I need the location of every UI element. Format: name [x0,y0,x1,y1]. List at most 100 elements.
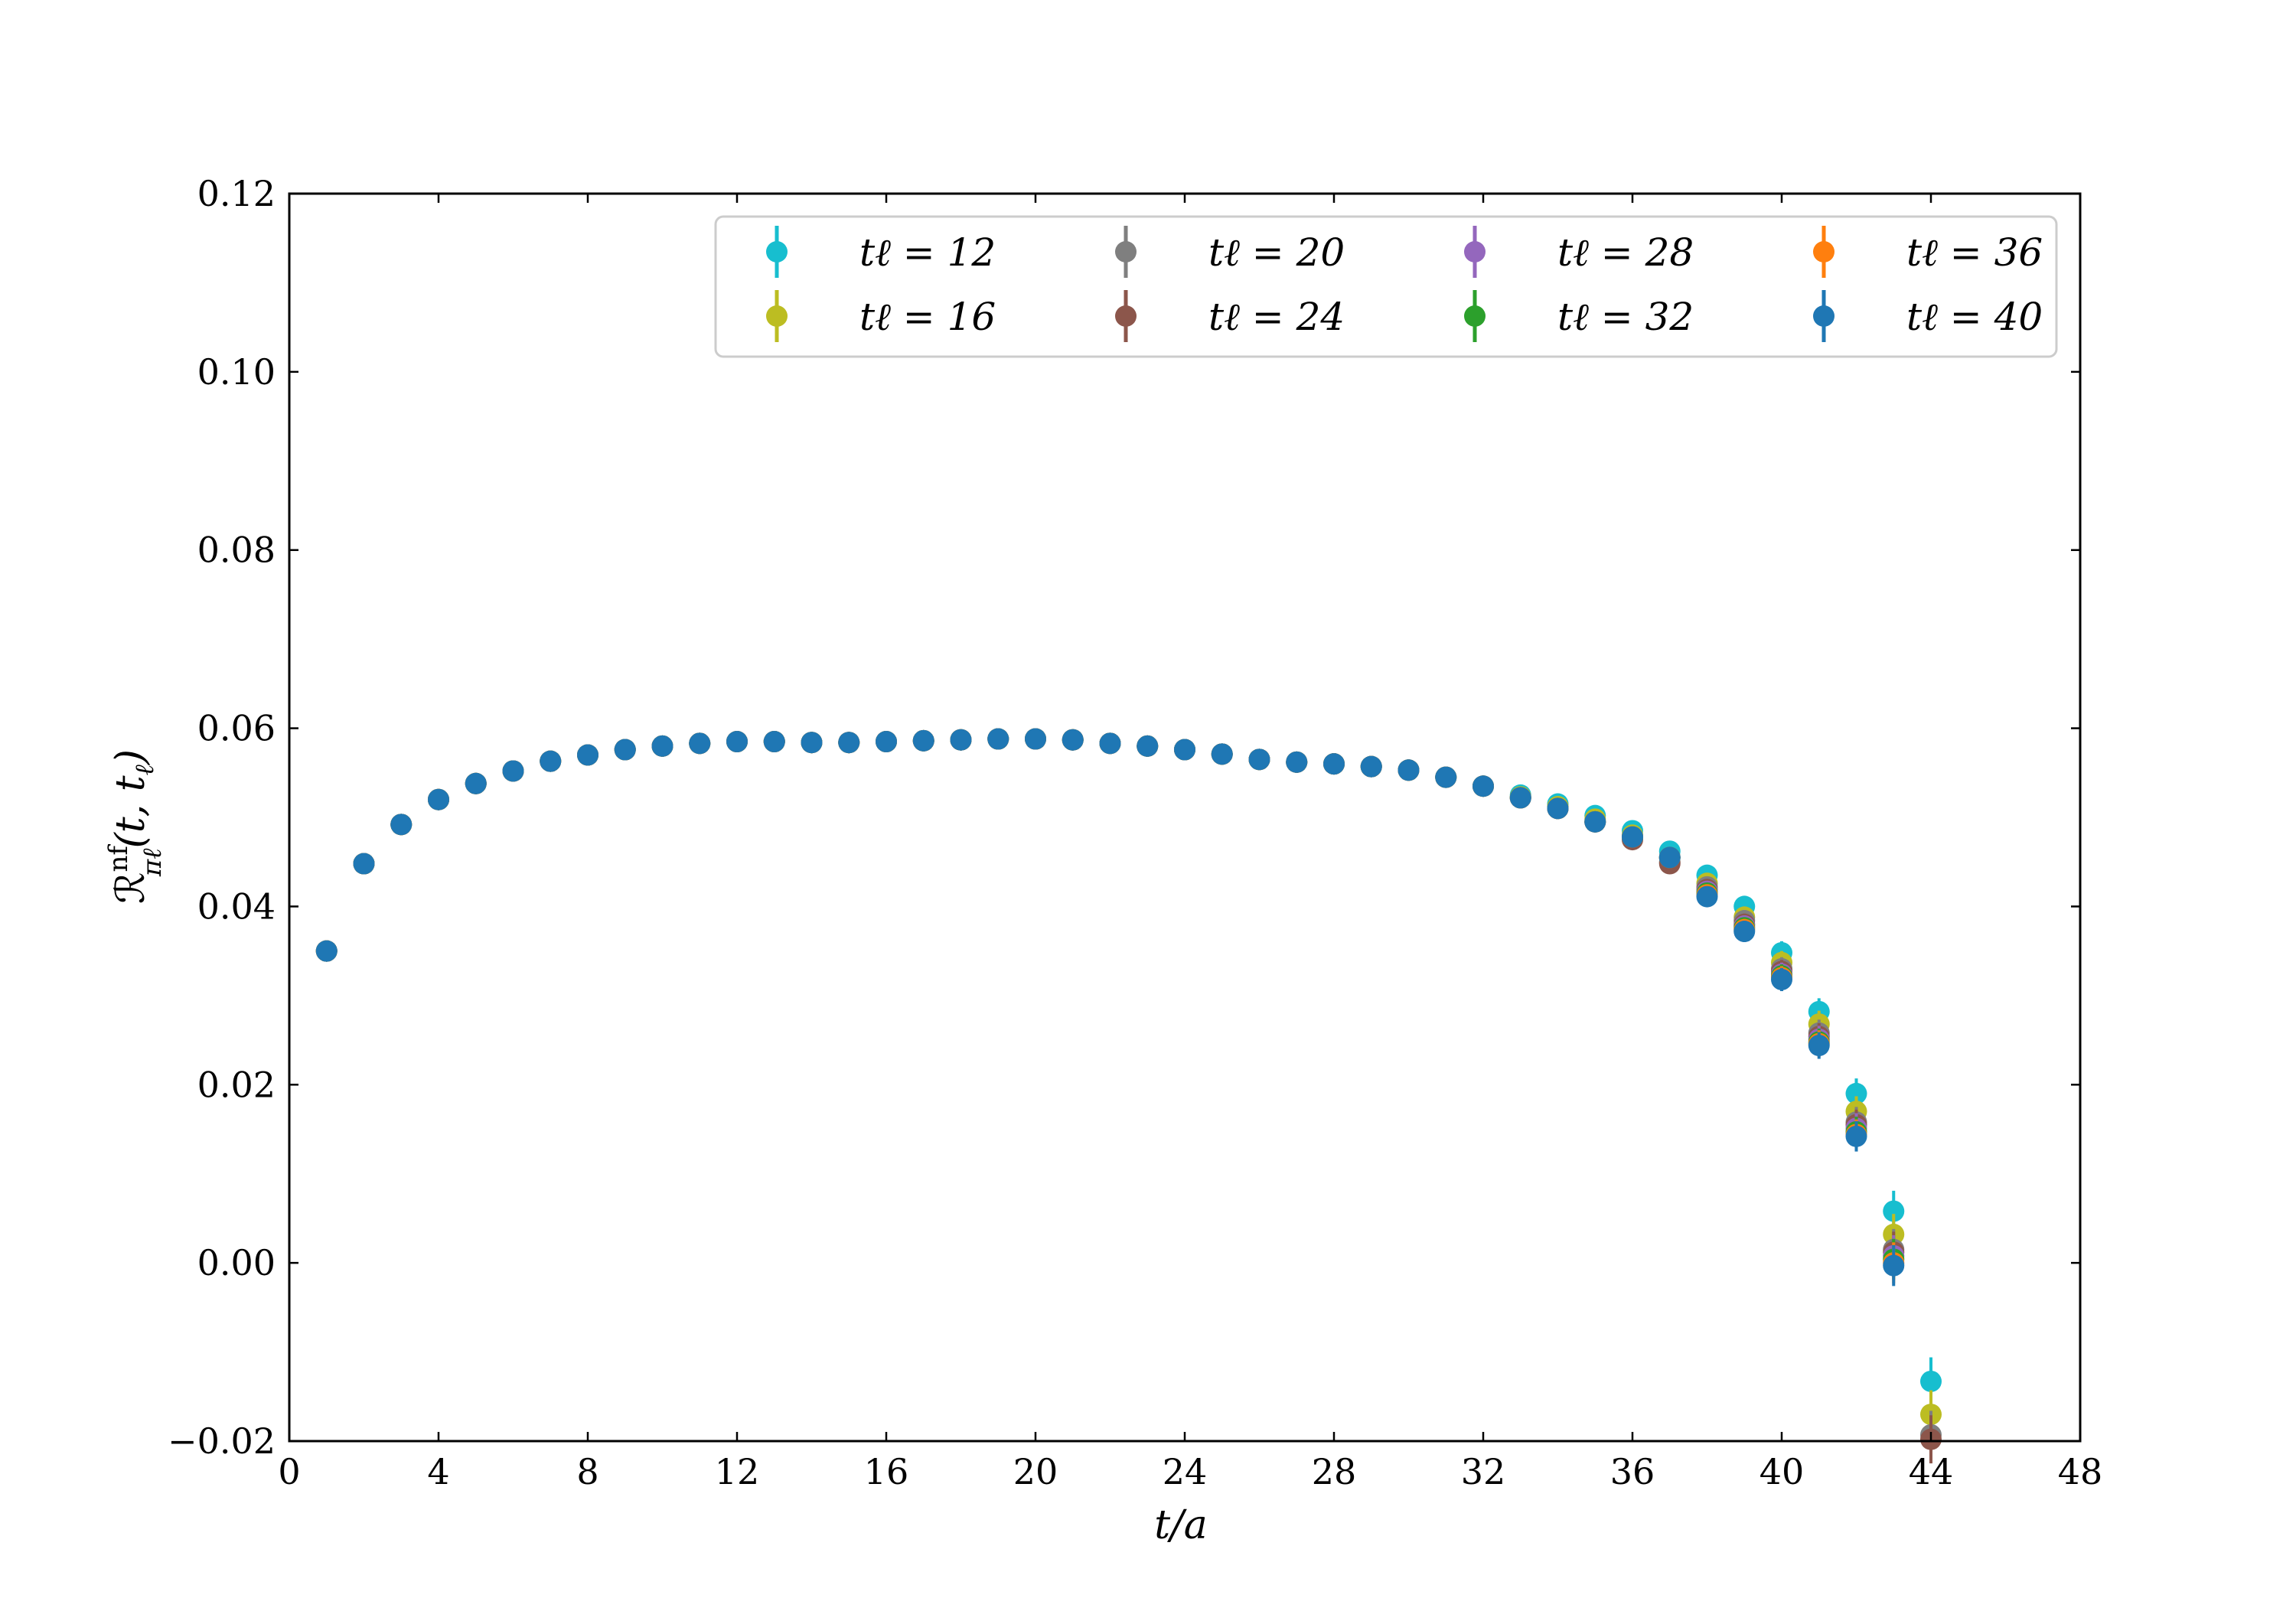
x-tick-label: 16 [864,1451,909,1492]
data-point [1808,1035,1830,1057]
legend-entry: tℓ = 12 [766,226,996,278]
legend-marker [1813,305,1835,327]
data-point [1099,732,1121,755]
legend-entry: tℓ = 40 [1813,290,2043,342]
data-point [1584,810,1606,833]
legend-entry: tℓ = 20 [1115,226,1345,278]
legend-marker [1464,305,1486,327]
x-tick-label: 32 [1461,1451,1506,1492]
data-point [1473,775,1494,797]
data-point [1025,728,1046,750]
data-point [1062,729,1084,751]
legend-entry: tℓ = 32 [1464,290,1694,342]
y-tick-label: 0.02 [197,1064,276,1105]
data-point [1360,755,1382,778]
data-point [1771,968,1792,990]
data-point [1696,885,1718,908]
x-tick-label: 8 [576,1451,598,1492]
data-point [689,732,711,755]
legend-label: tℓ = 24 [1208,295,1345,339]
legend-marker [766,241,788,263]
legend-box [714,215,2058,358]
data-point [1397,759,1420,781]
data-point [353,853,375,875]
data-point [614,739,636,761]
x-tick-label: 40 [1760,1451,1805,1492]
data-point [465,772,487,794]
legend-marker [1115,305,1137,327]
x-axis-label: t/a [1154,1502,1207,1548]
x-tick-label: 36 [1610,1451,1655,1492]
y-tick-label: 0.12 [197,173,276,214]
legend-marker [1115,241,1137,263]
data-point [540,750,562,772]
x-tick-label: 4 [427,1451,449,1492]
legend-label: tℓ = 16 [859,295,996,339]
data-point [428,788,449,810]
legend-label: tℓ = 40 [1906,295,2043,339]
legend-marker [1464,241,1486,263]
legend-marker [766,305,788,327]
y-tick-label: 0.10 [197,351,276,393]
data-point [315,940,338,962]
data-point [838,732,860,754]
legend-entry: tℓ = 28 [1464,226,1694,278]
x-tick-label: 0 [278,1451,300,1492]
data-point [651,735,673,757]
data-point [912,729,934,752]
data-point [801,732,823,754]
data-point [1137,735,1159,757]
data-point [950,729,972,751]
data-point [1435,766,1457,788]
data-point [1622,826,1643,848]
data-point [1509,787,1531,809]
axes-layer: 0 4 8 12 16 20 24 28 32 36 40 44 48−0.020.000.020.04… [168,173,2102,1492]
data-point [1547,797,1569,820]
legend-label: tℓ = 12 [859,230,996,275]
x-tick-label: 24 [1163,1451,1208,1492]
series-8 [315,728,1905,1287]
data-point [763,731,785,753]
data-point [1248,748,1270,771]
data-point [1211,743,1233,765]
legend-entry: tℓ = 24 [1115,290,1345,342]
legend-label: tℓ = 36 [1906,230,2043,275]
data-point [726,731,748,753]
data-point [1845,1125,1867,1147]
legend-label: tℓ = 28 [1557,230,1694,275]
y-tick-label: 0.04 [197,885,276,927]
x-tick-label: 20 [1013,1451,1058,1492]
data-point [1845,1082,1867,1104]
legend: tℓ = 12 tℓ = 16 tℓ = 20 tℓ = 24 tℓ = 28 tℓ = … [714,215,2058,358]
legend-entry: tℓ = 16 [766,290,996,342]
data-point [1174,739,1195,761]
data-point [1883,1200,1905,1222]
data-point [390,814,413,836]
plot-layer [315,728,1942,1464]
data-point [1323,753,1345,775]
y-tick-label: 0.00 [197,1242,276,1283]
y-tick-label: −0.02 [168,1420,276,1462]
x-tick-label: 28 [1312,1451,1357,1492]
data-point [502,760,524,782]
x-tick-label: 44 [1909,1451,1954,1492]
legend-label: tℓ = 32 [1557,295,1694,339]
data-point [1286,751,1308,773]
legend-label: tℓ = 20 [1208,230,1345,275]
data-point [876,731,897,753]
legend-entry: tℓ = 36 [1813,226,2043,278]
x-tick-label: 48 [2058,1451,2103,1492]
legend-marker [1813,241,1835,263]
data-point [1920,1370,1942,1392]
y-axis-label: ℛnf πℓ(t, tℓ) [103,749,168,904]
y-tick-label: 0.06 [197,708,276,749]
x-tick-label: 12 [715,1451,760,1492]
y-tick-label: 0.08 [197,530,276,571]
data-point [1883,1254,1905,1277]
data-point [577,744,598,766]
data-point [987,728,1009,750]
data-point [1658,846,1681,869]
